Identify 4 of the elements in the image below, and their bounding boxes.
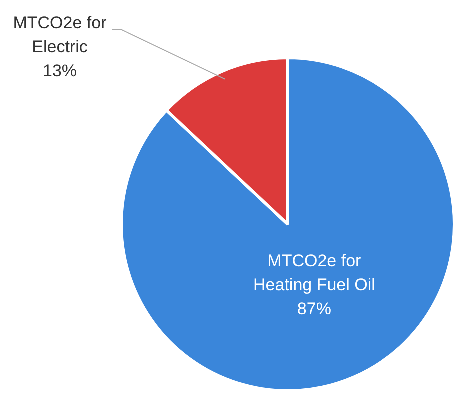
- data-label: 87%: [297, 299, 332, 318]
- data-label: 13%: [42, 62, 78, 81]
- slice-label: MTCO2e for Heating Fuel Oil: [254, 251, 376, 294]
- slice-label: MTCO2e for Electric: [13, 14, 108, 57]
